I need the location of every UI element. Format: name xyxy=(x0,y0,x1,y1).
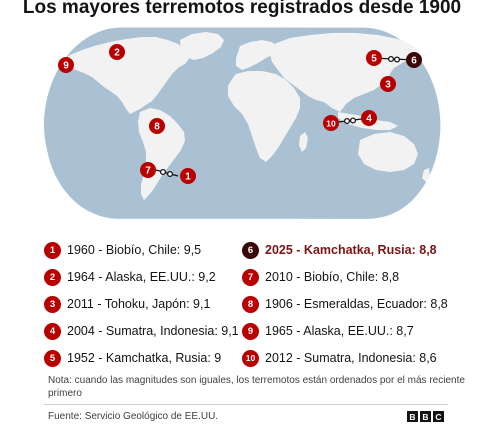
logo-block: B xyxy=(407,411,418,422)
world-map: 1 2 3 4 5 6 7 8 9 10 xyxy=(44,27,441,219)
rank-badge: 5 xyxy=(44,349,61,367)
marker-5: 5 xyxy=(366,50,382,66)
logo-block: C xyxy=(433,411,444,422)
rank-badge: 9 xyxy=(242,322,259,340)
marker-9: 9 xyxy=(58,57,74,73)
rank-badge: 4 xyxy=(44,322,61,340)
legend-item-10: 10 2012 - Sumatra, Indonesia: 8,6 xyxy=(242,348,437,368)
bbc-logo: B B C xyxy=(407,411,444,422)
legend-text: 2004 - Sumatra, Indonesia: 9,1 xyxy=(67,324,239,338)
land-greenland xyxy=(180,32,224,60)
marker-6: 6 xyxy=(406,52,422,68)
land-australia xyxy=(358,132,418,172)
rank-badge: 7 xyxy=(242,268,259,286)
svg-text:6: 6 xyxy=(411,56,417,67)
marker-8: 8 xyxy=(149,118,165,134)
svg-text:2: 2 xyxy=(114,48,120,59)
rank-badge: 3 xyxy=(44,295,61,313)
footnote: Nota: cuando las magnitudes son iguales,… xyxy=(48,375,465,399)
legend-item-2: 2 1964 - Alaska, EE.UU.: 9,2 xyxy=(44,267,216,287)
legend-text: 2010 - Biobío, Chile: 8,8 xyxy=(265,270,400,284)
land-europe xyxy=(236,40,278,70)
legend-text: 2012 - Sumatra, Indonesia: 8,6 xyxy=(265,351,437,365)
marker-pins: 1 2 3 4 5 6 7 8 9 10 xyxy=(58,44,422,184)
svg-text:7: 7 xyxy=(145,166,151,177)
svg-text:3: 3 xyxy=(385,80,391,91)
rank-badge: 8 xyxy=(242,295,259,313)
marker-10: 10 xyxy=(323,115,339,131)
source-text: Fuente: Servicio Geológico de EE.UU. xyxy=(48,411,219,422)
continents xyxy=(62,32,430,200)
divider xyxy=(44,404,448,405)
land-asia xyxy=(270,33,420,112)
rank-badge: 10 xyxy=(242,349,259,367)
marker-7: 7 xyxy=(140,162,156,178)
legend-item-4: 4 2004 - Sumatra, Indonesia: 9,1 xyxy=(44,321,239,341)
land-japan xyxy=(381,62,392,82)
legend-text-highlight: 2025 - Kamchatka, Rusia: 8,8 xyxy=(265,243,437,257)
legend-text: 1960 - Biobío, Chile: 9,5 xyxy=(67,243,202,257)
svg-text:5: 5 xyxy=(371,54,377,65)
legend-text: 1965 - Alaska, EE.UU.: 8,7 xyxy=(265,324,414,338)
legend-item-9: 9 1965 - Alaska, EE.UU.: 8,7 xyxy=(242,321,414,341)
legend-item-1: 1 1960 - Biobío, Chile: 9,5 xyxy=(44,240,201,260)
marker-2: 2 xyxy=(109,44,125,60)
svg-text:8: 8 xyxy=(154,122,160,133)
rank-badge: 6 xyxy=(242,241,259,259)
legend-text: 2011 - Tohoku, Japón: 9,1 xyxy=(67,297,211,311)
marker-1: 1 xyxy=(180,168,196,184)
svg-text:1: 1 xyxy=(185,172,191,183)
page-title: Los mayores terremotos registrados desde… xyxy=(22,0,462,18)
svg-text:4: 4 xyxy=(366,114,372,125)
rank-badge: 1 xyxy=(44,241,61,259)
svg-text:10: 10 xyxy=(326,119,336,129)
logo-block: B xyxy=(420,411,431,422)
legend-text: 1906 - Esmeraldas, Ecuador: 8,8 xyxy=(265,297,448,311)
legend-item-6: 6 2025 - Kamchatka, Rusia: 8,8 xyxy=(242,240,437,260)
marker-4: 4 xyxy=(361,110,377,126)
rank-badge: 2 xyxy=(44,268,61,286)
marker-3: 3 xyxy=(380,76,396,92)
legend-item-8: 8 1906 - Esmeraldas, Ecuador: 8,8 xyxy=(242,294,448,314)
svg-text:9: 9 xyxy=(63,61,69,72)
legend-text: 1952 - Kamchatka, Rusia: 9 xyxy=(67,351,222,365)
legend-item-5: 5 1952 - Kamchatka, Rusia: 9 xyxy=(44,348,221,368)
legend-text: 1964 - Alaska, EE.UU.: 9,2 xyxy=(67,270,216,284)
land-north-america xyxy=(62,37,190,114)
legend-item-3: 3 2011 - Tohoku, Japón: 9,1 xyxy=(44,294,210,314)
land-new-zealand xyxy=(422,168,430,182)
land-madagascar xyxy=(299,132,308,152)
legend-item-7: 7 2010 - Biobío, Chile: 8,8 xyxy=(242,267,399,287)
land-africa xyxy=(228,71,300,162)
